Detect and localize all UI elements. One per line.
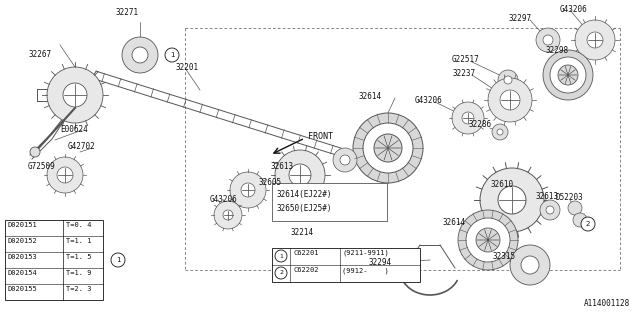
Text: 32315: 32315 — [492, 252, 515, 261]
Text: D020154: D020154 — [7, 270, 36, 276]
Circle shape — [476, 228, 500, 252]
Text: D020155: D020155 — [7, 286, 36, 292]
Circle shape — [558, 65, 578, 85]
Circle shape — [488, 78, 532, 122]
Circle shape — [543, 35, 553, 45]
Circle shape — [47, 157, 83, 193]
Circle shape — [462, 112, 474, 124]
Text: T=2. 3: T=2. 3 — [66, 286, 92, 292]
Text: G43206: G43206 — [415, 96, 443, 105]
Circle shape — [504, 76, 512, 84]
Text: (9211-9911): (9211-9911) — [342, 250, 388, 257]
Bar — [272, 183, 387, 221]
Text: G22517: G22517 — [452, 55, 480, 64]
Text: T=0. 4: T=0. 4 — [66, 222, 92, 228]
Text: 32237: 32237 — [452, 69, 475, 78]
Circle shape — [550, 57, 586, 93]
Circle shape — [57, 167, 73, 183]
Text: T=1. 9: T=1. 9 — [66, 270, 92, 276]
Circle shape — [543, 50, 593, 100]
Bar — [272, 248, 420, 282]
Text: 1: 1 — [170, 52, 174, 58]
Text: 1: 1 — [279, 253, 283, 259]
Circle shape — [165, 48, 179, 62]
Text: 32297: 32297 — [508, 14, 531, 23]
Circle shape — [63, 83, 87, 107]
Circle shape — [497, 129, 503, 135]
Text: 32613: 32613 — [270, 162, 293, 171]
Circle shape — [521, 256, 539, 274]
Text: (9912-    ): (9912- ) — [342, 267, 388, 274]
Circle shape — [498, 70, 518, 90]
Circle shape — [214, 201, 242, 229]
Text: C62201: C62201 — [293, 250, 319, 256]
Circle shape — [340, 155, 350, 165]
Circle shape — [581, 217, 595, 231]
Circle shape — [230, 172, 266, 208]
Text: 32286: 32286 — [468, 120, 491, 129]
Text: T=1. 1: T=1. 1 — [66, 238, 92, 244]
Text: 1: 1 — [116, 257, 120, 263]
Text: 32614(EJ22#): 32614(EJ22#) — [276, 190, 332, 199]
Circle shape — [111, 253, 125, 267]
Circle shape — [466, 218, 510, 262]
Circle shape — [500, 90, 520, 110]
Text: G42702: G42702 — [68, 142, 96, 151]
Circle shape — [568, 201, 582, 215]
Text: C62202: C62202 — [293, 267, 319, 273]
Circle shape — [122, 37, 158, 73]
Text: FRONT: FRONT — [308, 132, 333, 141]
Circle shape — [275, 150, 325, 200]
Text: A114001128: A114001128 — [584, 299, 630, 308]
Bar — [5, 220, 103, 300]
Circle shape — [275, 267, 287, 279]
Circle shape — [241, 183, 255, 197]
Text: G43206: G43206 — [210, 195, 237, 204]
Text: 32214: 32214 — [291, 228, 314, 237]
Circle shape — [480, 168, 544, 232]
Text: D52203: D52203 — [555, 193, 583, 202]
Text: D020152: D020152 — [7, 238, 36, 244]
Text: 32294: 32294 — [368, 258, 391, 267]
Circle shape — [587, 32, 603, 48]
Text: G43206: G43206 — [560, 5, 588, 14]
Text: T=1. 5: T=1. 5 — [66, 254, 92, 260]
Circle shape — [452, 102, 484, 134]
Text: 32650(EJ25#): 32650(EJ25#) — [276, 204, 332, 213]
Circle shape — [546, 206, 554, 214]
Text: 2: 2 — [586, 221, 590, 227]
Circle shape — [458, 210, 518, 270]
Circle shape — [289, 164, 311, 186]
Circle shape — [275, 250, 287, 262]
Text: D020153: D020153 — [7, 254, 36, 260]
Circle shape — [353, 113, 423, 183]
Circle shape — [536, 28, 560, 52]
Text: 32298: 32298 — [545, 46, 568, 55]
Text: 32614: 32614 — [442, 218, 465, 227]
Text: 2: 2 — [279, 270, 283, 276]
Circle shape — [540, 200, 560, 220]
Text: G72509: G72509 — [28, 162, 56, 171]
Circle shape — [575, 20, 615, 60]
Text: 32613: 32613 — [535, 192, 558, 201]
Circle shape — [498, 186, 526, 214]
Circle shape — [510, 245, 550, 285]
Text: 32614: 32614 — [358, 92, 381, 101]
Text: 32267: 32267 — [28, 50, 51, 59]
Circle shape — [47, 67, 103, 123]
Text: 32271: 32271 — [115, 8, 138, 17]
Circle shape — [374, 134, 402, 162]
Circle shape — [363, 123, 413, 173]
Circle shape — [223, 210, 233, 220]
Text: 32605: 32605 — [258, 178, 281, 187]
Circle shape — [30, 147, 40, 157]
Text: 32610: 32610 — [490, 180, 513, 189]
Circle shape — [492, 124, 508, 140]
Text: E00624: E00624 — [60, 125, 88, 134]
Text: D020151: D020151 — [7, 222, 36, 228]
Circle shape — [333, 148, 357, 172]
Circle shape — [573, 213, 587, 227]
Text: 32201: 32201 — [175, 63, 198, 72]
Circle shape — [132, 47, 148, 63]
